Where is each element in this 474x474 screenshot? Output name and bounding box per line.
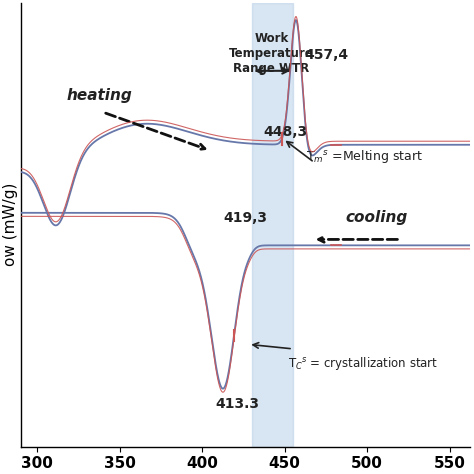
- Text: heating: heating: [67, 88, 133, 103]
- Text: T$_C$$^s$ = crystallization start: T$_C$$^s$ = crystallization start: [288, 355, 438, 372]
- Text: 457,4: 457,4: [304, 48, 348, 62]
- Bar: [252, 3, 293, 447]
- Text: Work
Temperature
Range WTR: Work Temperature Range WTR: [229, 32, 314, 75]
- Text: cooling: cooling: [346, 210, 408, 225]
- Text: 419,3: 419,3: [224, 210, 268, 225]
- Text: T$_m$$^s$ =Melting start: T$_m$$^s$ =Melting start: [306, 147, 423, 164]
- Y-axis label: ow (mW/g): ow (mW/g): [3, 183, 18, 266]
- Text: 448,3: 448,3: [263, 125, 307, 139]
- Text: 413.3: 413.3: [215, 397, 259, 411]
